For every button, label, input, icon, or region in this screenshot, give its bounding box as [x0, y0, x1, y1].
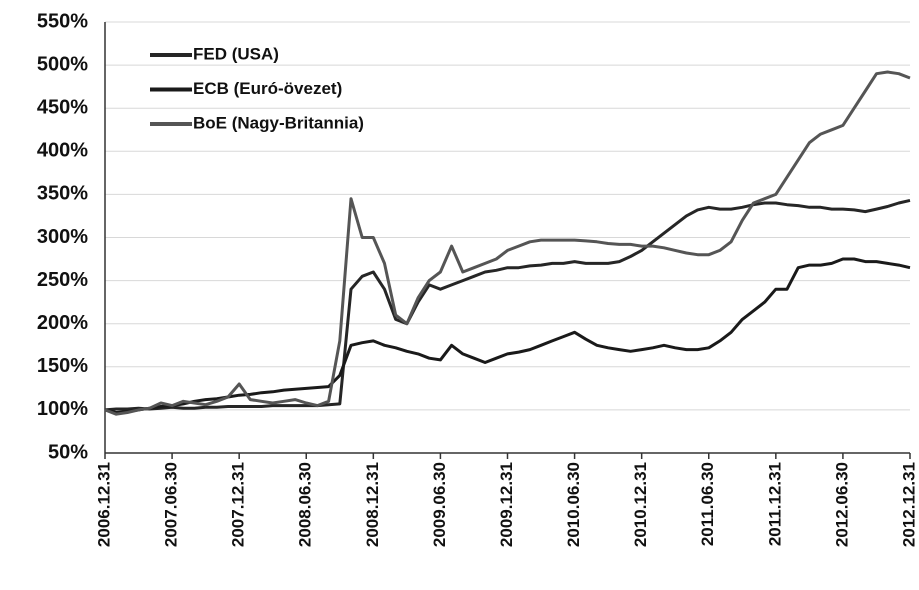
x-tick-label: 2010.12.31 [631, 462, 650, 547]
y-tick-label: 300% [37, 226, 88, 248]
x-tick-label: 2009.12.31 [497, 462, 516, 547]
x-tick-label: 2006.12.31 [94, 462, 113, 547]
x-tick-label: 2007.06.30 [162, 462, 181, 547]
y-tick-label: 200% [37, 312, 88, 334]
line-series [104, 70, 911, 416]
x-tick-label: 2012.12.31 [899, 462, 918, 547]
x-tick-label: 2011.12.31 [765, 462, 784, 546]
legend-label: ECB (Euró-övezet) [193, 79, 342, 98]
x-tick-label: 2008.12.31 [363, 462, 382, 547]
x-tick-label: 2011.06.30 [698, 462, 717, 546]
line-series [104, 198, 911, 412]
y-tick-label: 450% [37, 96, 88, 118]
line-series [104, 257, 911, 414]
legend-label: FED (USA) [193, 44, 279, 63]
y-tick-label: 400% [37, 140, 88, 162]
x-tick-label: 2008.06.30 [296, 462, 315, 547]
y-tick-label: 500% [37, 53, 88, 75]
y-tick-label: 100% [37, 398, 88, 420]
legend-label: BoE (Nagy-Britannia) [193, 113, 364, 132]
x-tick-label: 2010.06.30 [564, 462, 583, 547]
y-tick-label: 250% [37, 269, 88, 291]
y-tick-label: 50% [48, 441, 88, 463]
x-tick-label: 2007.12.31 [229, 462, 248, 547]
y-tick-label: 550% [37, 10, 88, 32]
x-tick-label: 2012.06.30 [832, 462, 851, 547]
y-tick-label: 350% [37, 183, 88, 205]
x-tick-label: 2009.06.30 [430, 462, 449, 547]
y-tick-label: 150% [37, 355, 88, 377]
